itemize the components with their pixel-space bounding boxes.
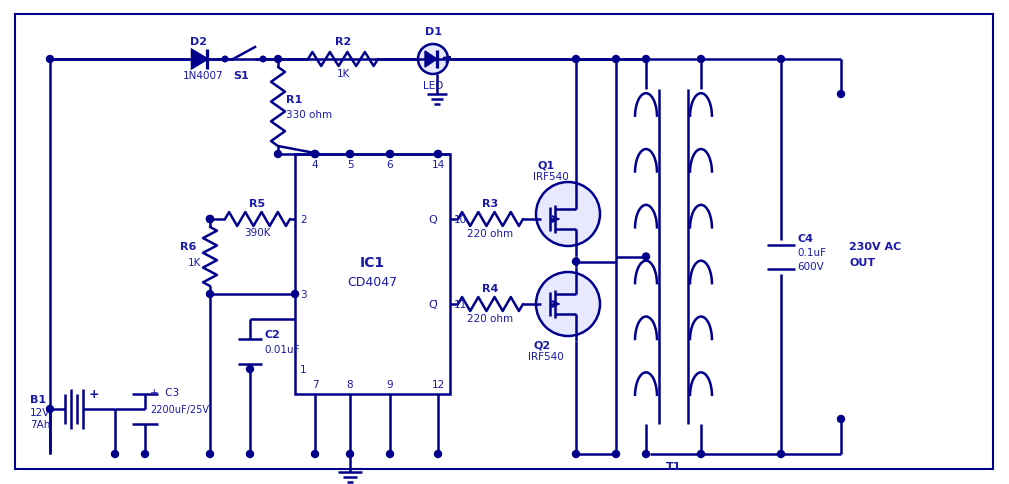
Circle shape [292,291,299,298]
Text: R4: R4 [482,284,498,293]
Circle shape [837,91,845,98]
Text: 220 ohm: 220 ohm [467,313,514,323]
Circle shape [643,451,650,457]
Bar [295,155,450,394]
Circle shape [612,451,620,457]
Circle shape [418,45,448,75]
Circle shape [112,451,118,457]
Circle shape [141,451,148,457]
Text: Q̅: Q̅ [428,300,437,309]
Circle shape [46,406,53,413]
Circle shape [246,366,253,373]
Text: 5: 5 [347,160,353,170]
Circle shape [572,451,579,457]
Text: T1: T1 [666,461,681,471]
Text: B1: B1 [30,394,46,404]
Text: C2: C2 [264,329,279,339]
Text: 3: 3 [300,289,307,300]
Circle shape [386,451,394,457]
Text: 600V: 600V [797,262,823,272]
Text: +  C3: + C3 [150,387,180,397]
Circle shape [312,151,319,158]
Text: 7: 7 [312,379,318,389]
Text: +: + [89,388,100,401]
Text: CD4047: CD4047 [347,276,398,289]
Circle shape [643,56,650,63]
Circle shape [435,451,442,457]
Circle shape [536,272,600,336]
Text: C4: C4 [797,234,813,244]
Text: 11: 11 [454,300,467,309]
Text: S1: S1 [233,71,249,81]
Text: 0.01uF: 0.01uF [264,344,300,354]
Circle shape [207,216,214,223]
Text: 8: 8 [347,379,353,389]
Circle shape [572,56,579,63]
Circle shape [207,291,214,298]
Text: Q: Q [428,214,437,225]
Text: 390K: 390K [244,227,270,238]
Text: D2: D2 [190,37,207,47]
Text: 6: 6 [386,160,394,170]
Text: 7Ah: 7Ah [30,419,50,429]
Circle shape [246,451,253,457]
Circle shape [346,151,353,158]
Circle shape [572,258,579,265]
Text: 14: 14 [432,160,445,170]
Text: 12: 12 [432,379,445,389]
Circle shape [612,56,620,63]
Text: IRF540: IRF540 [528,351,564,361]
Circle shape [274,56,282,63]
Circle shape [260,57,265,62]
Circle shape [643,254,650,260]
Text: 230V AC: 230V AC [849,242,901,252]
Text: R5: R5 [249,198,265,209]
Circle shape [207,451,214,457]
Text: OUT: OUT [849,258,875,268]
Circle shape [697,451,704,457]
Circle shape [778,451,785,457]
Circle shape [312,451,319,457]
Text: 330 ohm: 330 ohm [286,110,332,120]
Text: 4: 4 [312,160,318,170]
Polygon shape [192,51,207,69]
Circle shape [435,151,442,158]
Circle shape [274,151,282,158]
Text: D1: D1 [425,27,442,37]
Text: R1: R1 [286,95,303,105]
Circle shape [837,416,845,423]
Text: R3: R3 [482,198,498,209]
Text: 1: 1 [300,364,307,374]
Circle shape [222,57,228,62]
Circle shape [346,451,353,457]
Text: IC1: IC1 [360,256,385,270]
Circle shape [697,56,704,63]
Circle shape [207,216,214,223]
Text: 10: 10 [454,214,467,225]
Text: IRF540: IRF540 [533,172,569,182]
Text: 12V: 12V [30,407,50,417]
Text: R2: R2 [335,37,351,47]
Text: 9: 9 [386,379,394,389]
Text: 2200uF/25V: 2200uF/25V [150,404,209,414]
Circle shape [386,151,394,158]
Circle shape [536,182,600,246]
Text: Q2: Q2 [533,339,550,349]
Circle shape [778,56,785,63]
Circle shape [435,151,442,158]
Circle shape [312,151,319,158]
Polygon shape [425,52,437,68]
Text: R6: R6 [180,242,197,252]
Text: 220 ohm: 220 ohm [467,228,514,239]
Text: Q1: Q1 [538,160,555,170]
Text: 2: 2 [300,214,307,225]
Circle shape [346,151,353,158]
Text: LED: LED [423,81,443,91]
Circle shape [386,151,394,158]
Text: 0.1uF: 0.1uF [797,248,826,258]
Text: 1K: 1K [336,69,350,79]
Circle shape [46,56,53,63]
Text: 1N4007: 1N4007 [183,71,224,81]
Text: 1K: 1K [188,258,202,268]
